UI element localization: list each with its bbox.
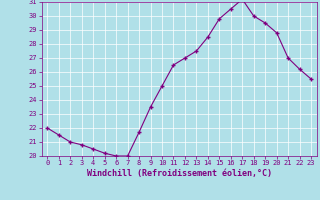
X-axis label: Windchill (Refroidissement éolien,°C): Windchill (Refroidissement éolien,°C) (87, 169, 272, 178)
